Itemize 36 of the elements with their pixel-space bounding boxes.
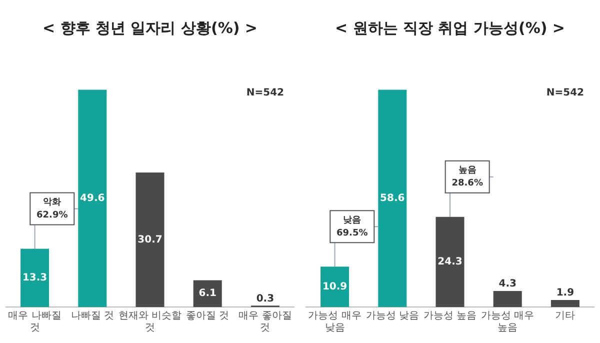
data-label: 24.3 xyxy=(438,256,462,268)
x-tick-label: 나빠질 것 xyxy=(70,310,114,322)
bar xyxy=(436,216,464,307)
annotation: 악화 62.9% xyxy=(36,198,68,221)
x-tick-label: 좋아질 것 xyxy=(186,310,230,322)
annotation: N=542 xyxy=(246,88,284,99)
annotation: 낮음 69.5% xyxy=(336,215,368,238)
data-label: 58.6 xyxy=(380,192,405,204)
data-label: 4.3 xyxy=(498,278,516,290)
data-label: 1.9 xyxy=(556,288,574,299)
x-tick-label: 가능성 매우 낮음 xyxy=(308,310,362,334)
annotation: N=542 xyxy=(546,88,584,99)
bar xyxy=(20,248,50,307)
x-tick-label: 가능성 매우 높음 xyxy=(481,310,534,334)
data-label: 13.3 xyxy=(22,272,48,284)
x-tick-label: 가능성 낮음 xyxy=(366,310,419,322)
x-tick-label: 현재와 비슷할 것 xyxy=(118,310,182,334)
bar xyxy=(493,291,522,307)
data-label: 49.6 xyxy=(80,192,105,204)
x-tick-label: 가능성 높음 xyxy=(423,310,477,322)
x-tick-label: 매우 나빠질 것 xyxy=(8,310,62,334)
data-label: 6.1 xyxy=(198,288,216,300)
bar xyxy=(193,280,222,307)
chart-title: < 원하는 직장 취업 가능성(%) > xyxy=(335,18,565,37)
annotation: 높음 28.6% xyxy=(452,166,483,189)
bar xyxy=(136,172,164,307)
data-label: 30.7 xyxy=(138,234,162,246)
data-label: 0.3 xyxy=(256,293,274,304)
bar xyxy=(550,300,580,307)
bar xyxy=(320,266,350,307)
x-tick-label: 기타 xyxy=(555,310,576,322)
bar xyxy=(78,90,107,307)
x-tick-label: 매우 좋아질 것 xyxy=(238,310,292,334)
data-label: 10.9 xyxy=(322,281,348,292)
bar xyxy=(378,90,407,307)
chart-title: < 향후 청년 일자리 상황(%) > xyxy=(42,18,258,37)
